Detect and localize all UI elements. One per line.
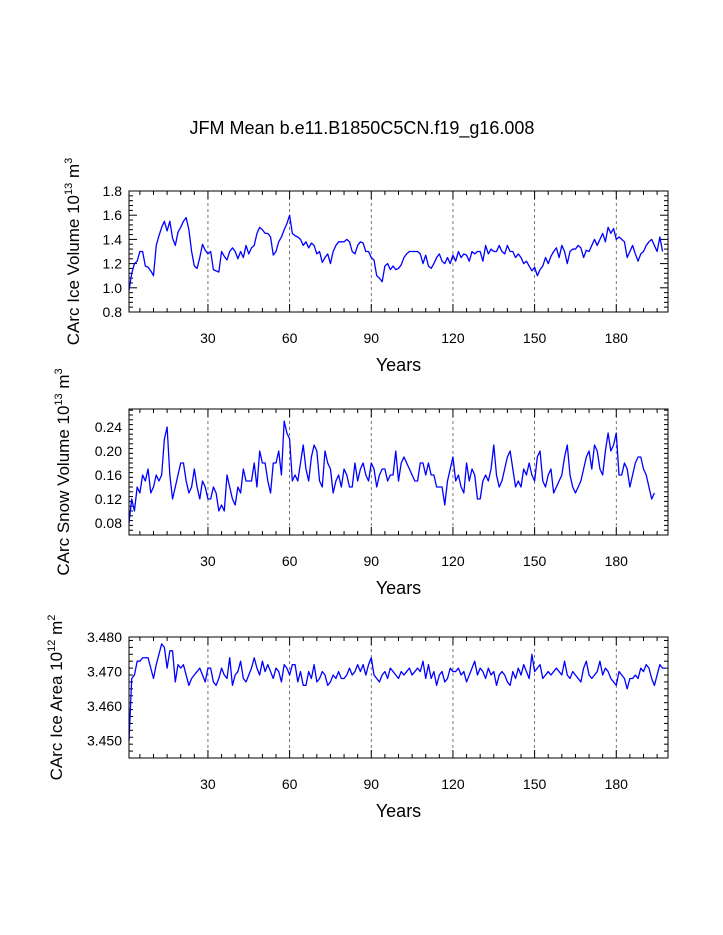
x-tick-label: 30	[200, 330, 216, 346]
series-line	[128, 214, 664, 291]
chart-panels: 0.8 1.0 1.2 1.4 1.6 1.8 30 60 90 120 150 180 Years CA…	[46, 158, 669, 821]
y-tick-label: 1.2	[103, 256, 123, 272]
y-tick-label: 1.4	[103, 231, 123, 247]
y-tick-label: 1.0	[103, 280, 123, 296]
plot-frame	[128, 190, 669, 313]
y-tick-label: 0.8	[103, 304, 123, 320]
series-line	[128, 420, 655, 524]
x-tick-label: 60	[282, 776, 298, 792]
x-tick-label: 150	[523, 553, 547, 569]
x-axis-label: Years	[376, 355, 421, 375]
x-tick-label: 60	[282, 553, 298, 569]
y-tick-label: 0.16	[95, 467, 122, 483]
series-line	[128, 643, 666, 741]
y-axis-label: CArc Snow Volume 1013 m3	[53, 368, 73, 575]
y-tick-label: 1.6	[103, 207, 123, 223]
x-tick-label: 180	[605, 553, 629, 569]
y-tick-label: 3.450	[87, 733, 122, 749]
figure-title: JFM Mean b.e11.B1850C5CN.f19_g16.008	[190, 118, 535, 139]
x-tick-label: 90	[363, 776, 379, 792]
x-tick-label: 90	[363, 330, 379, 346]
x-tick-label: 60	[282, 330, 298, 346]
x-axis-label: Years	[376, 801, 421, 821]
plot-frame	[128, 408, 669, 536]
x-tick-label: 150	[523, 776, 547, 792]
y-tick-label: 0.08	[95, 515, 122, 531]
y-tick-label: 1.8	[103, 183, 123, 199]
plot-frame	[128, 636, 669, 759]
y-tick-label: 3.480	[87, 629, 122, 645]
y-axis-label: CArc Ice Area 1012 m2	[46, 615, 66, 781]
x-tick-label: 90	[363, 553, 379, 569]
y-tick-label: 3.460	[87, 698, 122, 714]
x-tick-label: 120	[441, 776, 465, 792]
x-tick-label: 120	[441, 330, 465, 346]
ice-area-panel: 3.450 3.460 3.470 3.480 30 60 90 120 150 180 Years…	[46, 615, 669, 821]
x-tick-label: 180	[605, 776, 629, 792]
x-tick-label: 30	[200, 776, 216, 792]
y-tick-label: 0.24	[95, 419, 122, 435]
y-tick-label: 0.20	[95, 443, 122, 459]
y-tick-label: 3.470	[87, 664, 122, 680]
snow-volume-panel: 0.08 0.12 0.16 0.20 0.24 30 60 90 120 150 180 Years…	[53, 368, 669, 598]
x-tick-label: 150	[523, 330, 547, 346]
y-axis-label: CArc Ice Volume 1013 m3	[63, 158, 83, 346]
x-axis-label: Years	[376, 578, 421, 598]
x-tick-label: 180	[605, 330, 629, 346]
y-tick-label: 0.12	[95, 491, 122, 507]
ice-volume-panel: 0.8 1.0 1.2 1.4 1.6 1.8 30 60 90 120 150 180 Years CA…	[63, 158, 669, 375]
x-tick-label: 120	[441, 553, 465, 569]
x-tick-label: 30	[200, 553, 216, 569]
